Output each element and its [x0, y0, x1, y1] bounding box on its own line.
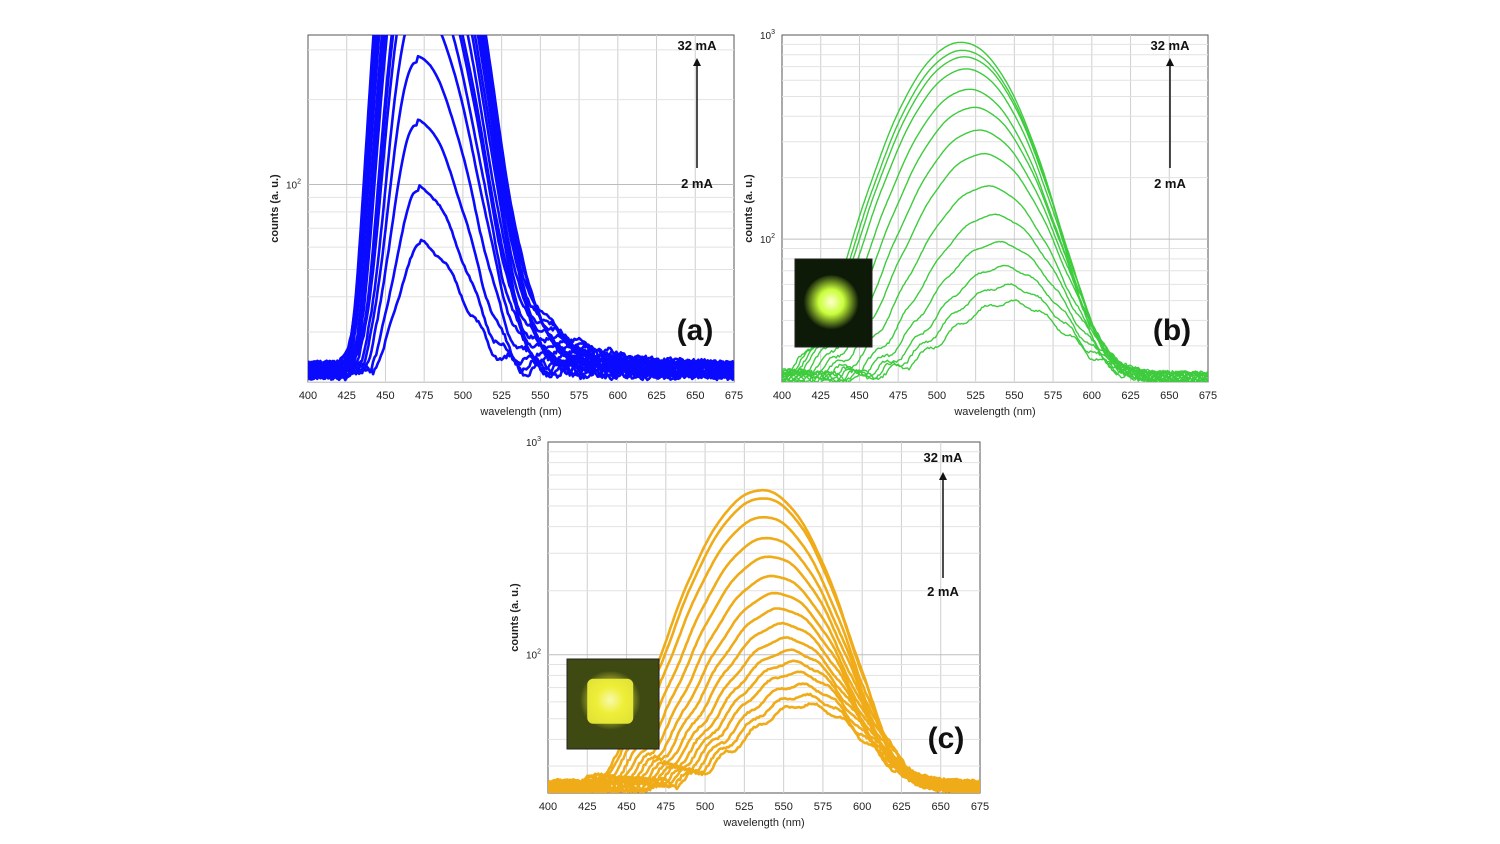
- emission-photo-inset: [794, 258, 873, 348]
- x-tick-label: 450: [376, 390, 394, 402]
- x-tick-label: 650: [932, 801, 950, 813]
- spectrum-curve: [308, 35, 734, 380]
- y-tick-label: 103: [526, 436, 541, 449]
- spectrum-curve: [308, 35, 734, 380]
- y-tick-label: 102: [286, 179, 301, 192]
- x-tick-label: 425: [578, 801, 596, 813]
- x-tick-label: 675: [1199, 390, 1217, 402]
- x-tick-label: 425: [338, 390, 356, 402]
- spectrum-curve: [782, 41, 1208, 382]
- y-axis-label: counts (a. u.): [269, 174, 281, 243]
- x-tick-label: 450: [617, 801, 635, 813]
- x-tick-label: 400: [539, 801, 557, 813]
- x-tick-label: 500: [696, 801, 714, 813]
- x-tick-label: 675: [971, 801, 989, 813]
- arrow-up-icon: [1166, 58, 1174, 66]
- chart-panel-c: 400 425 450 475 500 525 550 575 600 625 650 675 102 1…: [509, 436, 989, 829]
- x-axis-label: wavelength (nm): [479, 406, 561, 418]
- x-tick-label: 475: [415, 390, 433, 402]
- y-axis-label: counts (a. u.): [509, 583, 521, 652]
- x-tick-label: 400: [773, 390, 791, 402]
- current-max-label: 32 mA: [923, 450, 963, 465]
- x-tick-label: 575: [1044, 390, 1062, 402]
- panel-label: (b): [1153, 314, 1191, 347]
- y-tick-label: 103: [760, 29, 775, 42]
- x-tick-label: 550: [774, 801, 792, 813]
- x-tick-label: 550: [1005, 390, 1023, 402]
- x-tick-label: 475: [889, 390, 907, 402]
- spectrum-curve: [308, 35, 734, 380]
- x-tick-label: 550: [531, 390, 549, 402]
- x-tick-label: 650: [686, 390, 704, 402]
- x-tick-label: 625: [647, 390, 665, 402]
- x-tick-label: 525: [735, 801, 753, 813]
- y-axis-label: counts (a. u.): [743, 174, 755, 243]
- x-tick-label: 525: [966, 390, 984, 402]
- chart-panel-b: 400 425 450 475 500 525 550 575 600 625 650 675 102 1…: [743, 29, 1217, 418]
- spectrum-curve: [782, 49, 1208, 382]
- panel-label: (c): [928, 722, 965, 755]
- x-tick-label: 600: [853, 801, 871, 813]
- x-tick-label: 450: [850, 390, 868, 402]
- arrow-up-icon: [693, 58, 701, 66]
- x-axis-label: wavelength (nm): [722, 817, 804, 829]
- spectrum-curve: [548, 497, 980, 793]
- y-tick-label: 102: [526, 649, 541, 662]
- spectrum-curve: [782, 152, 1208, 382]
- x-tick-label: 625: [892, 801, 910, 813]
- x-tick-label: 600: [609, 390, 627, 402]
- panel-label: (a): [677, 314, 714, 347]
- current-max-label: 32 mA: [677, 38, 717, 53]
- spectrum-curve: [782, 283, 1208, 382]
- current-max-label: 32 mA: [1150, 38, 1190, 53]
- current-min-label: 2 mA: [1154, 176, 1186, 191]
- arrow-up-icon: [939, 472, 947, 480]
- chart-panel-a: 400 425 450 475 500 525 550 575 600 625 650 675 102 w…: [269, 34, 743, 418]
- x-tick-label: 625: [1121, 390, 1139, 402]
- x-tick-label: 500: [928, 390, 946, 402]
- x-tick-label: 650: [1160, 390, 1178, 402]
- x-tick-label: 675: [725, 390, 743, 402]
- current-min-label: 2 mA: [681, 176, 713, 191]
- x-tick-label: 475: [657, 801, 675, 813]
- y-tick-label: 102: [760, 233, 775, 246]
- x-tick-label: 500: [454, 390, 472, 402]
- x-tick-label: 425: [812, 390, 830, 402]
- x-tick-label: 400: [299, 390, 317, 402]
- x-axis-label: wavelength (nm): [953, 406, 1035, 418]
- x-tick-label: 575: [570, 390, 588, 402]
- series-group: [308, 35, 734, 382]
- emission-photo-inset: [566, 658, 660, 750]
- x-tick-label: 575: [814, 801, 832, 813]
- x-tick-label: 525: [492, 390, 510, 402]
- current-min-label: 2 mA: [927, 584, 959, 599]
- x-tick-label: 600: [1083, 390, 1101, 402]
